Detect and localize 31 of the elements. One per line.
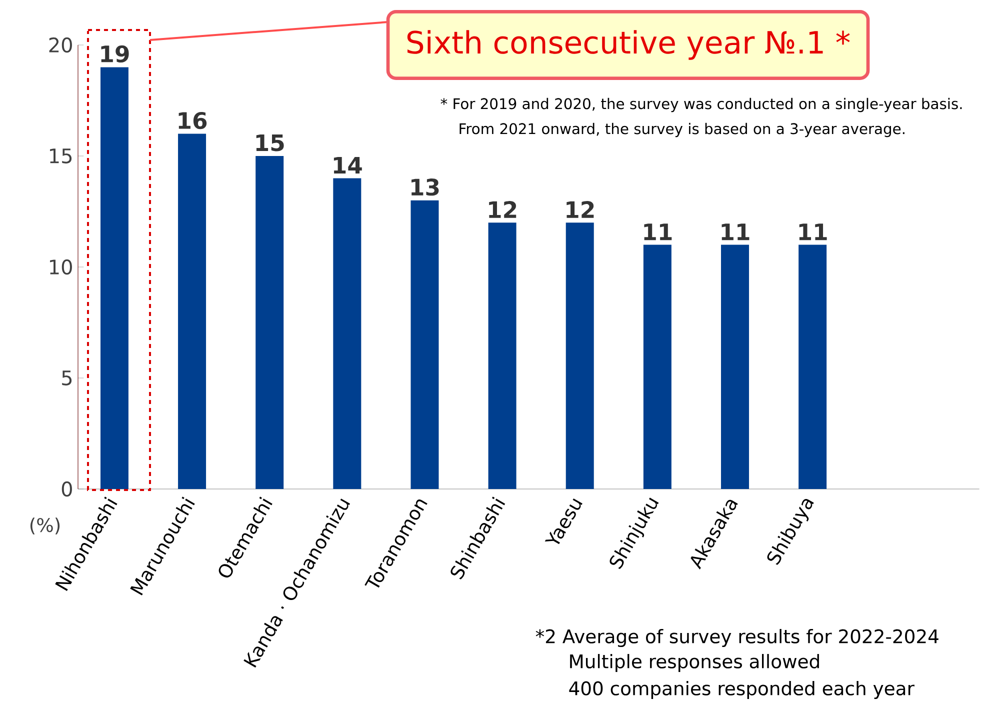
bar xyxy=(721,244,750,489)
bar xyxy=(333,178,362,489)
data-label: 11 xyxy=(722,224,750,240)
text: *2 Average of survey results for 2022-2024 xyxy=(536,628,938,648)
bar xyxy=(488,222,516,489)
y-tick-label: 0 xyxy=(62,481,72,497)
bar xyxy=(100,67,128,489)
data-label: 19 xyxy=(101,45,129,62)
data-label: 11 xyxy=(644,224,672,240)
annotation: From 2021 onward, the survey is based on a 3-year average. xyxy=(460,122,904,138)
data-label: 12 xyxy=(489,201,516,218)
data-label: 15 xyxy=(256,134,284,152)
text: Multiple responses allowed xyxy=(570,654,819,672)
bar xyxy=(566,222,594,489)
text: 400 companies responded each year xyxy=(569,680,914,700)
annotation: Sixth consecutive year №.1 * xyxy=(407,30,850,60)
bar xyxy=(410,200,439,489)
bar xyxy=(643,244,672,489)
data-label: 13 xyxy=(412,178,439,196)
y-tick-label: 10 xyxy=(50,259,72,275)
y-tick-label: 15 xyxy=(50,148,72,164)
y-tick-label: 20 xyxy=(49,37,72,53)
data-label: 14 xyxy=(334,156,362,174)
bar xyxy=(798,244,827,489)
bar xyxy=(178,134,206,489)
y-tick-label: 5 xyxy=(62,370,72,386)
bar xyxy=(256,156,284,489)
data-label: 12 xyxy=(566,201,594,218)
data-label: 16 xyxy=(178,112,207,130)
annotation: * For 2019 and 2020, the survey was conducted on a single-year basis. xyxy=(440,98,962,112)
data-label: 11 xyxy=(799,224,827,240)
